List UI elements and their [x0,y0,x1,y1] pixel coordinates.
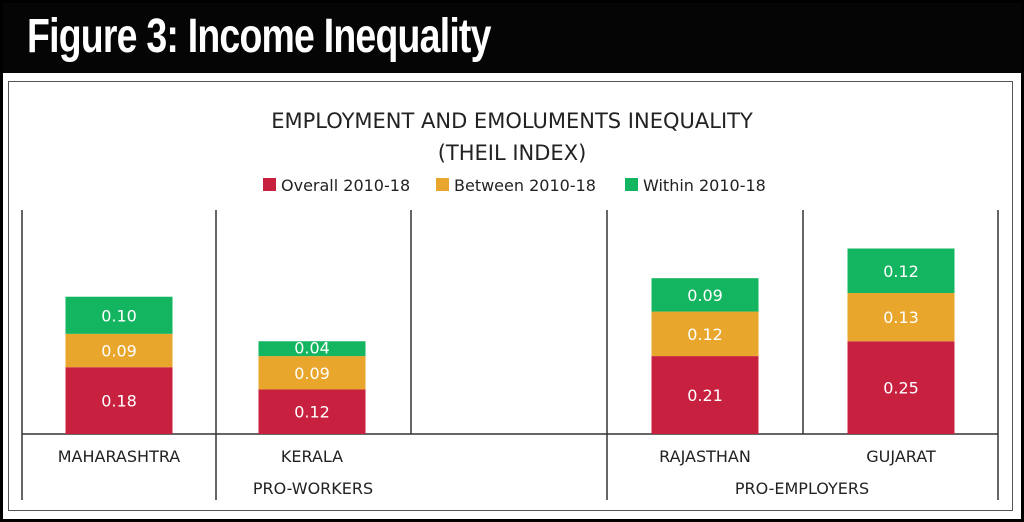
bar-segment [258,389,366,434]
bar-value-label: 0.21 [687,386,723,405]
bar-value-label: 0.13 [883,308,919,327]
group-labels: PRO-WORKERS PRO-EMPLOYERS [253,479,869,498]
category-label: MAHARASHTRA [58,447,181,466]
bar-value-label: 0.10 [101,306,137,325]
legend-swatch-1 [436,178,449,191]
chart-legend: Overall 2010-18 Between 2010-18 Within 201… [263,176,766,195]
chart-border [8,81,1013,511]
bar-segment [258,341,366,357]
bar-segment [258,356,366,390]
bar-segment [847,341,955,434]
figure-title: Figure 3: Income Inequality [27,10,491,63]
bar-segment [847,248,955,294]
bar-segment [651,311,759,357]
group-label: PRO-EMPLOYERS [735,479,869,498]
legend-label-2: Within 2010-18 [643,176,766,195]
bar-value-label: 0.25 [883,379,919,398]
figure-header: Figure 3: Income Inequality [3,3,1021,73]
bar-value-label: 0.09 [687,286,723,305]
chart-title: EMPLOYMENT AND EMOLUMENTS INEQUALITY [271,109,753,133]
category-label: GUJARAT [866,447,936,466]
panel-dividers [21,210,999,500]
bar-value-label: 0.18 [101,392,137,411]
bar-value-label: 0.09 [101,342,137,361]
bar-value-label: 0.09 [294,364,330,383]
legend-label-1: Between 2010-18 [454,176,596,195]
bar-value-label: 0.12 [883,262,919,281]
bar-segment [65,333,173,368]
bar-value-label: 0.12 [294,403,330,422]
bar-segment [65,367,173,434]
bar-value-label: 0.04 [294,339,330,358]
bar-stacks: 0.18 0.09 0.10 0.12 0.09 0.04 0.21 0.12 0.09 0.25… [65,248,955,434]
legend-label-0: Overall 2010-18 [281,176,410,195]
category-labels: MAHARASHTRA KERALA RAJASTHAN GUJARAT [58,447,936,466]
bar-segment [651,278,759,312]
bar-segment [651,356,759,434]
bar-segment [847,293,955,342]
chart-subtitle: (THEIL INDEX) [438,141,587,165]
category-label: RAJASTHAN [659,447,751,466]
bar-segment [65,296,173,334]
category-label: KERALA [281,447,343,466]
legend-swatch-2 [625,178,638,191]
legend-swatch-0 [263,178,276,191]
group-label: PRO-WORKERS [253,479,373,498]
bar-value-label: 0.12 [687,325,723,344]
